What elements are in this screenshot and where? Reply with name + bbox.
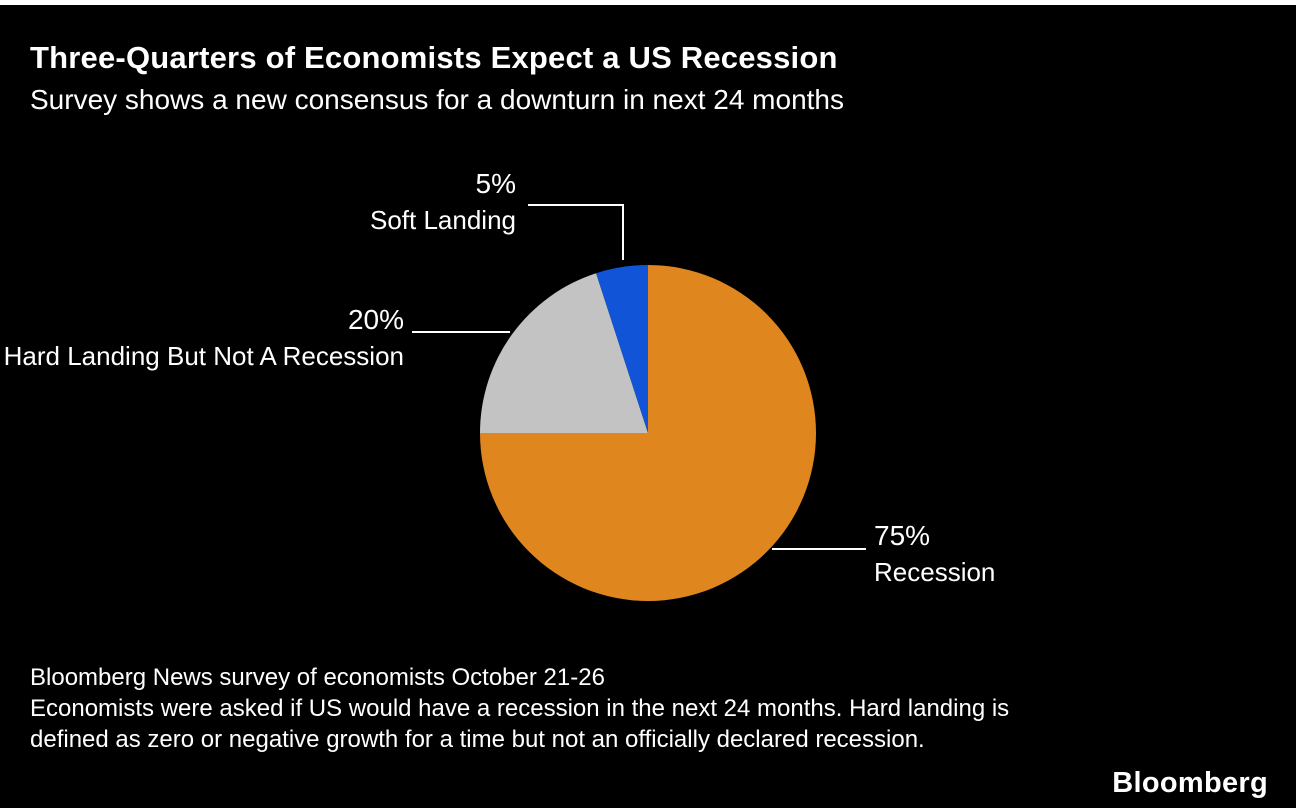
bloomberg-logo: Bloomberg (1112, 767, 1268, 799)
callout-recession: 75% Recession (874, 520, 996, 587)
hard-landing-percent: 20% (347, 304, 404, 335)
chart-subtitle: Survey shows a new consensus for a downt… (30, 83, 844, 115)
leader-line-recession (772, 548, 866, 550)
source-line: Bloomberg News survey of economists Octo… (30, 664, 605, 691)
leader-line-soft-landing-horizontal (528, 204, 624, 206)
soft-landing-percent: 5% (475, 168, 516, 199)
leader-line-hard-landing (412, 331, 510, 333)
recession-percent: 75% (874, 520, 931, 551)
leader-line-soft-landing-vertical (622, 204, 624, 260)
chart-header: Three-Quarters of Economists Expect a US… (30, 40, 1230, 116)
methodology-note: Economists were asked if US would have a… (30, 695, 1010, 754)
soft-landing-label: Soft Landing (369, 205, 516, 235)
callout-hard-landing: 20% Hard Landing But Not A Recession (3, 304, 404, 371)
top-border-rule (0, 0, 1296, 5)
callout-soft-landing: 5% Soft Landing (369, 168, 516, 235)
pie-slice-soft-landing (596, 265, 648, 433)
pie-chart (480, 265, 816, 601)
chart-footnotes: Bloomberg News survey of economists Octo… (30, 662, 1080, 756)
chart-title: Three-Quarters of Economists Expect a US… (30, 40, 838, 75)
recession-label: Recession (874, 557, 996, 587)
pie-slice-hard-landing-but-not-a-recession (480, 273, 648, 433)
hard-landing-label: Hard Landing But Not A Recession (3, 341, 404, 371)
